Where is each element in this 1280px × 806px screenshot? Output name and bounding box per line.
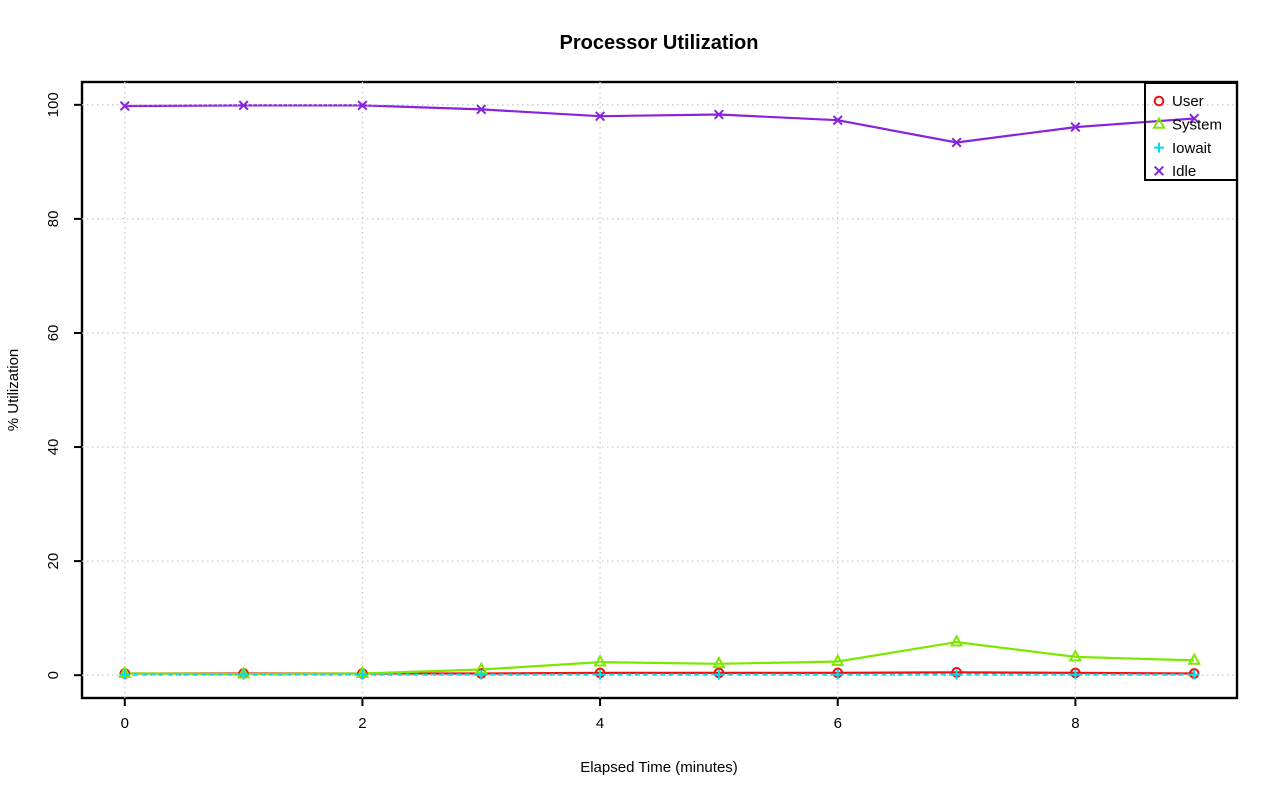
iowait-marker-icon xyxy=(1070,669,1081,680)
idle-marker-icon xyxy=(357,100,368,111)
plot-frame xyxy=(80,80,1239,700)
y-tick-label: 100 xyxy=(45,92,62,117)
idle-marker-icon xyxy=(951,137,962,148)
x-tick-label: 0 xyxy=(121,715,129,732)
idle-marker-icon xyxy=(713,109,724,120)
series-markers xyxy=(118,100,1201,680)
iowait-marker-icon xyxy=(119,669,130,680)
x-tick-label: 6 xyxy=(834,715,842,732)
gridlines xyxy=(82,82,1237,698)
system-marker-icon xyxy=(831,653,845,666)
system-marker-icon xyxy=(1068,649,1083,662)
legend-label: Idle xyxy=(1172,163,1196,180)
y-tick-label: 80 xyxy=(45,211,62,228)
iowait-marker-icon xyxy=(951,669,962,680)
iowait-marker-icon xyxy=(832,669,843,680)
iowait-marker-icon xyxy=(1189,669,1200,680)
idle-marker-icon xyxy=(476,104,487,115)
y-tick-label: 0 xyxy=(45,671,62,679)
idle-marker-icon xyxy=(119,100,130,111)
system-line xyxy=(124,640,1195,676)
idle-line xyxy=(124,104,1195,144)
legend-box xyxy=(1144,82,1238,181)
system-marker-icon xyxy=(949,634,964,647)
chart-title: Processor Utilization xyxy=(560,32,759,54)
x-tick-label: 4 xyxy=(596,715,604,732)
iowait-marker-icon xyxy=(476,669,487,680)
y-tick-label: 40 xyxy=(45,439,62,456)
y-tick-label: 20 xyxy=(45,553,62,570)
legend-label: User xyxy=(1172,93,1204,110)
system-marker-icon xyxy=(593,654,607,667)
iowait-marker-icon xyxy=(238,669,249,680)
idle-marker-icon xyxy=(832,115,843,126)
idle-marker-icon xyxy=(1070,122,1081,133)
iowait-marker-icon xyxy=(357,669,368,680)
idle-marker-icon xyxy=(238,100,249,111)
system-marker-icon xyxy=(1187,652,1201,665)
y-axis: 0 20 40 60 80 100 xyxy=(45,92,82,679)
legend: User System Iowait Idle xyxy=(1144,82,1238,181)
series-lines xyxy=(124,104,1195,676)
idle-marker-icon xyxy=(1189,113,1200,124)
system-marker-icon xyxy=(712,655,726,669)
legend-idle-marker-icon xyxy=(1153,165,1165,176)
x-axis: 0 2 4 6 8 xyxy=(121,698,1080,732)
y-tick-label: 60 xyxy=(45,325,62,342)
iowait-marker-icon xyxy=(595,669,606,680)
legend-label: System xyxy=(1172,117,1222,134)
iowait-marker-icon xyxy=(713,669,724,680)
legend-label: Iowait xyxy=(1172,140,1212,157)
x-tick-label: 2 xyxy=(358,715,366,732)
y-axis-label: % Utilization xyxy=(5,349,22,432)
legend-system-marker-icon xyxy=(1152,116,1166,129)
idle-marker-icon xyxy=(595,111,606,122)
legend-user-marker-icon xyxy=(1153,95,1165,107)
x-tick-label: 8 xyxy=(1071,715,1079,732)
x-axis-label: Elapsed Time (minutes) xyxy=(580,759,738,776)
legend-iowait-marker-icon xyxy=(1154,142,1164,153)
